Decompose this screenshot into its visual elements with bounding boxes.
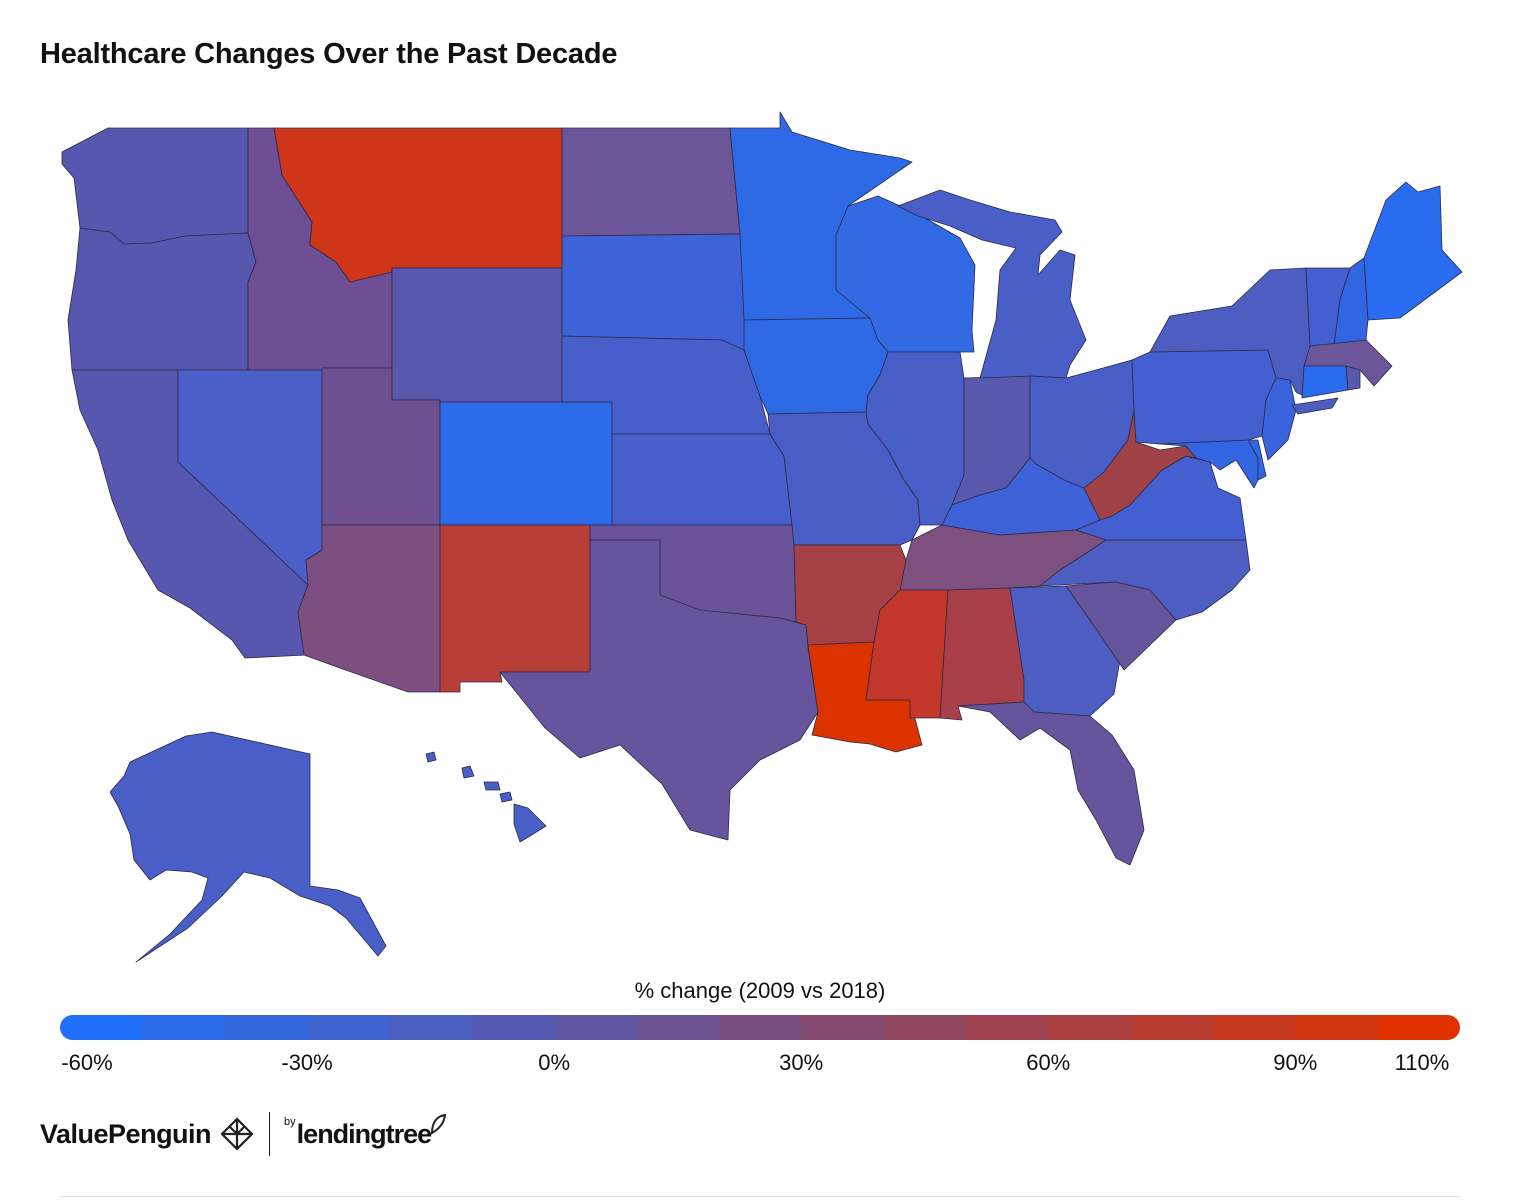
state-mi[interactable] [897, 189, 1087, 379]
legend-tick-label: 30% [779, 1050, 824, 1075]
state-de[interactable] [1247, 439, 1267, 481]
state-wy[interactable] [391, 267, 563, 403]
us-choropleth-map [61, 111, 1463, 963]
legend-title: % change (2009 vs 2018) [634, 978, 886, 1003]
state-nc[interactable] [1039, 539, 1251, 621]
state-ct[interactable] [1301, 365, 1349, 399]
state-me[interactable] [1363, 181, 1463, 321]
legend-tick-label: 90% [1273, 1050, 1318, 1075]
page-title: Healthcare Changes Over the Past Decade [40, 38, 618, 70]
legend-tick-label: 110% [1394, 1050, 1450, 1075]
bottom-divider [60, 1196, 1460, 1197]
lendingtree-wordmark: lendingtree [296, 1118, 433, 1149]
state-ia[interactable] [743, 317, 889, 415]
state-nj[interactable] [1261, 377, 1297, 461]
state-or[interactable] [67, 227, 257, 371]
brand-by-label: by [284, 1116, 296, 1128]
legend-tick-label: 0% [538, 1050, 571, 1075]
brand-separator [269, 1112, 271, 1156]
branding-footer: ValuePenguin by lendingtree [40, 1112, 447, 1156]
state-nm[interactable] [439, 524, 591, 693]
state-ak[interactable] [109, 731, 387, 963]
valuepenguin-logo-icon [220, 1117, 254, 1151]
state-sd[interactable] [561, 233, 747, 351]
legend-tick-label: -60% [61, 1050, 113, 1075]
state-fl[interactable] [957, 701, 1145, 866]
state-ks[interactable] [611, 433, 793, 526]
state-al[interactable] [939, 587, 1025, 721]
state-ri[interactable] [1345, 365, 1361, 391]
state-wa[interactable] [61, 127, 249, 245]
state-co[interactable] [439, 401, 613, 526]
long-island [1291, 397, 1339, 415]
state-nd[interactable] [561, 127, 741, 237]
legend-tick-label: -30% [281, 1050, 333, 1075]
legend-color-scale [60, 1015, 1460, 1040]
leaf-icon [431, 1113, 447, 1135]
legend-tick-label: 60% [1026, 1050, 1071, 1075]
state-tx[interactable] [499, 539, 819, 841]
state-hi[interactable] [425, 751, 547, 843]
valuepenguin-wordmark: ValuePenguin [40, 1118, 212, 1149]
state-pa[interactable] [1131, 349, 1277, 445]
